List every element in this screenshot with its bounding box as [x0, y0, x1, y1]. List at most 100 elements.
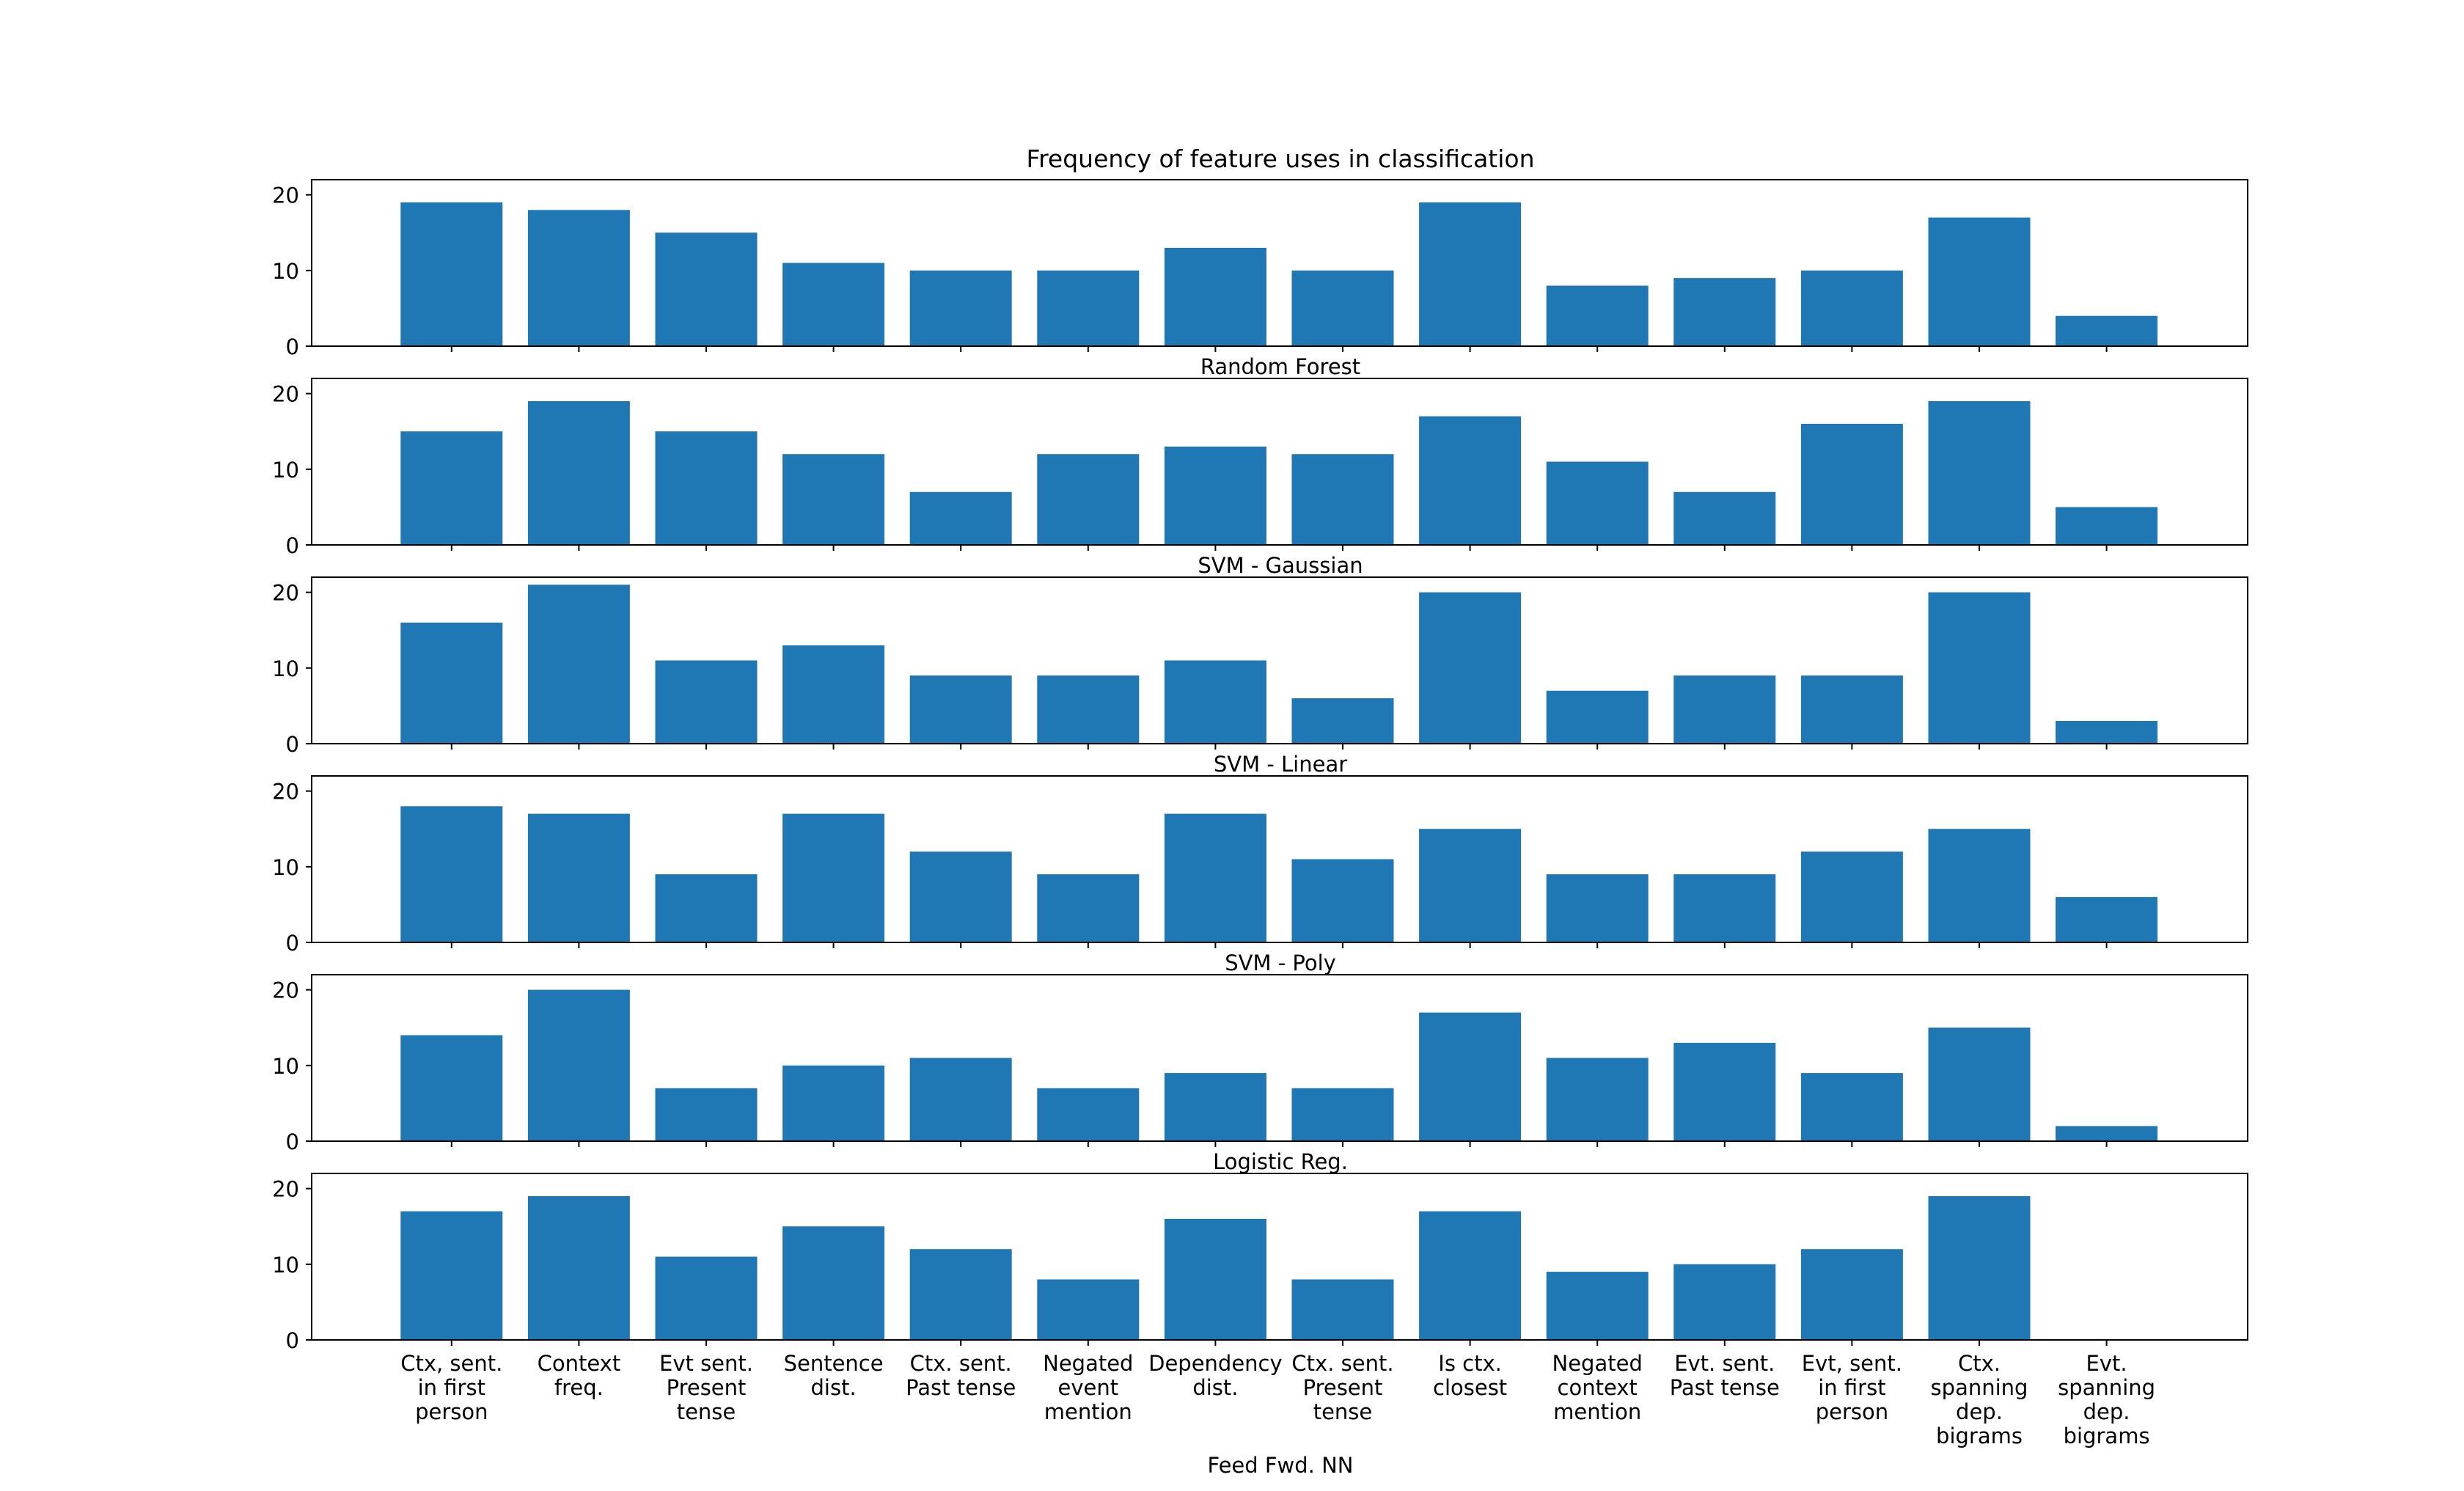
bar — [1164, 247, 1266, 346]
bar — [400, 1211, 503, 1340]
x-tick-label: Evt, sent. in first person — [1802, 1351, 1902, 1424]
axes-frame — [311, 775, 2248, 943]
bar — [782, 645, 885, 744]
bar — [1546, 461, 1649, 545]
bar — [655, 1088, 758, 1141]
y-tick-label: 10 — [272, 1054, 299, 1079]
x-tick-label: Ctx. spanning dep. bigrams — [1931, 1351, 2028, 1448]
bar — [1800, 1073, 1903, 1141]
bar — [1037, 1088, 1140, 1141]
bar — [1037, 675, 1140, 744]
bar — [782, 1065, 885, 1141]
bar — [400, 622, 503, 744]
axes-frame — [311, 378, 2248, 546]
bar — [1419, 1211, 1522, 1340]
bar — [1291, 859, 1394, 942]
y-tick-label: 20 — [272, 183, 299, 208]
bar — [1419, 1012, 1522, 1141]
bar — [909, 491, 1012, 545]
bar — [1291, 698, 1394, 744]
bar — [1673, 1264, 1776, 1340]
panel-label: SVM - Linear — [1214, 752, 1347, 777]
bar — [1164, 446, 1266, 545]
y-tick-label: 20 — [272, 780, 299, 805]
bar — [782, 263, 885, 346]
axes-frame — [311, 1173, 2248, 1341]
bar — [1291, 270, 1394, 346]
panel-label: SVM - Gaussian — [1198, 553, 1363, 578]
x-tick-label: Context freq. — [538, 1351, 621, 1400]
bar — [655, 874, 758, 942]
bar — [1928, 1196, 2031, 1340]
bar — [909, 270, 1012, 346]
bar — [1164, 813, 1266, 942]
bar — [2056, 315, 2158, 346]
bar — [909, 1249, 1012, 1340]
y-tick-label: 0 — [286, 732, 299, 757]
bar — [1546, 285, 1649, 346]
bar — [527, 585, 630, 744]
y-tick-label: 10 — [272, 259, 299, 284]
y-tick-label: 10 — [272, 855, 299, 880]
bar — [1546, 1272, 1649, 1340]
bar — [782, 454, 885, 545]
bar — [655, 660, 758, 744]
bar — [1419, 829, 1522, 942]
bar — [1291, 1279, 1394, 1340]
y-tick-label: 0 — [286, 334, 299, 359]
y-tick-label: 10 — [272, 458, 299, 483]
bar — [1928, 592, 2031, 744]
panel-1: 0 10 20 Random Forest — [272, 179, 2248, 379]
bar — [1037, 874, 1140, 942]
bar — [1419, 202, 1522, 346]
chart-title: Frequency of feature uses in classificat… — [1026, 144, 1534, 173]
x-tick-label: Ctx, sent. in first person — [400, 1351, 502, 1424]
x-tick-label: Negated context mention — [1552, 1351, 1643, 1424]
x-tick-label: Sentence dist. — [784, 1351, 884, 1400]
y-tick-label: 10 — [272, 656, 299, 681]
axes-frame — [311, 576, 2248, 744]
bar — [400, 1035, 503, 1141]
bar — [782, 813, 885, 942]
bar — [1291, 1088, 1394, 1141]
bar — [1800, 270, 1903, 346]
bar — [2056, 507, 2158, 545]
panel-6: 0 10 20 Feed Fwd. NN Ctx, sent. in first perso… — [272, 1173, 2248, 1478]
panel-label: SVM - Poly — [1225, 950, 1336, 975]
x-tick-label: Evt. sent. Past tense — [1670, 1351, 1780, 1400]
bar — [527, 989, 630, 1141]
x-tick-label: Negated event mention — [1043, 1351, 1133, 1424]
bar — [909, 1058, 1012, 1141]
bar — [1546, 874, 1649, 942]
bar — [1800, 675, 1903, 744]
bar — [527, 1196, 630, 1340]
bar — [782, 1226, 885, 1340]
bar — [1673, 675, 1776, 744]
bar — [400, 202, 503, 346]
bar — [400, 431, 503, 545]
bar — [1928, 217, 2031, 346]
y-tick-label: 20 — [272, 581, 299, 606]
panel-5: 0 10 20 Logistic Reg. — [272, 974, 2248, 1174]
bar — [400, 806, 503, 942]
panel-2: 0 10 20 SVM - Gaussian — [272, 378, 2248, 578]
bar — [655, 232, 758, 346]
bar — [1037, 454, 1140, 545]
panel-3: 0 10 20 SVM - Linear — [272, 576, 2248, 777]
chart-panels: 0 10 20 Random Forest 0 10 20 SVM - Gaussian 0 10… — [272, 179, 2248, 1478]
bar — [909, 851, 1012, 942]
bar — [1291, 454, 1394, 545]
y-tick-label: 0 — [286, 533, 299, 558]
bar — [1419, 416, 1522, 545]
bar — [1673, 278, 1776, 346]
bar — [527, 210, 630, 346]
x-tick-label: Evt sent. Present tense — [659, 1351, 753, 1424]
bar — [909, 675, 1012, 744]
bar — [1546, 1058, 1649, 1141]
bar — [1037, 270, 1140, 346]
bar — [1673, 1042, 1776, 1141]
bar — [1800, 851, 1903, 942]
axes-frame — [311, 974, 2248, 1142]
